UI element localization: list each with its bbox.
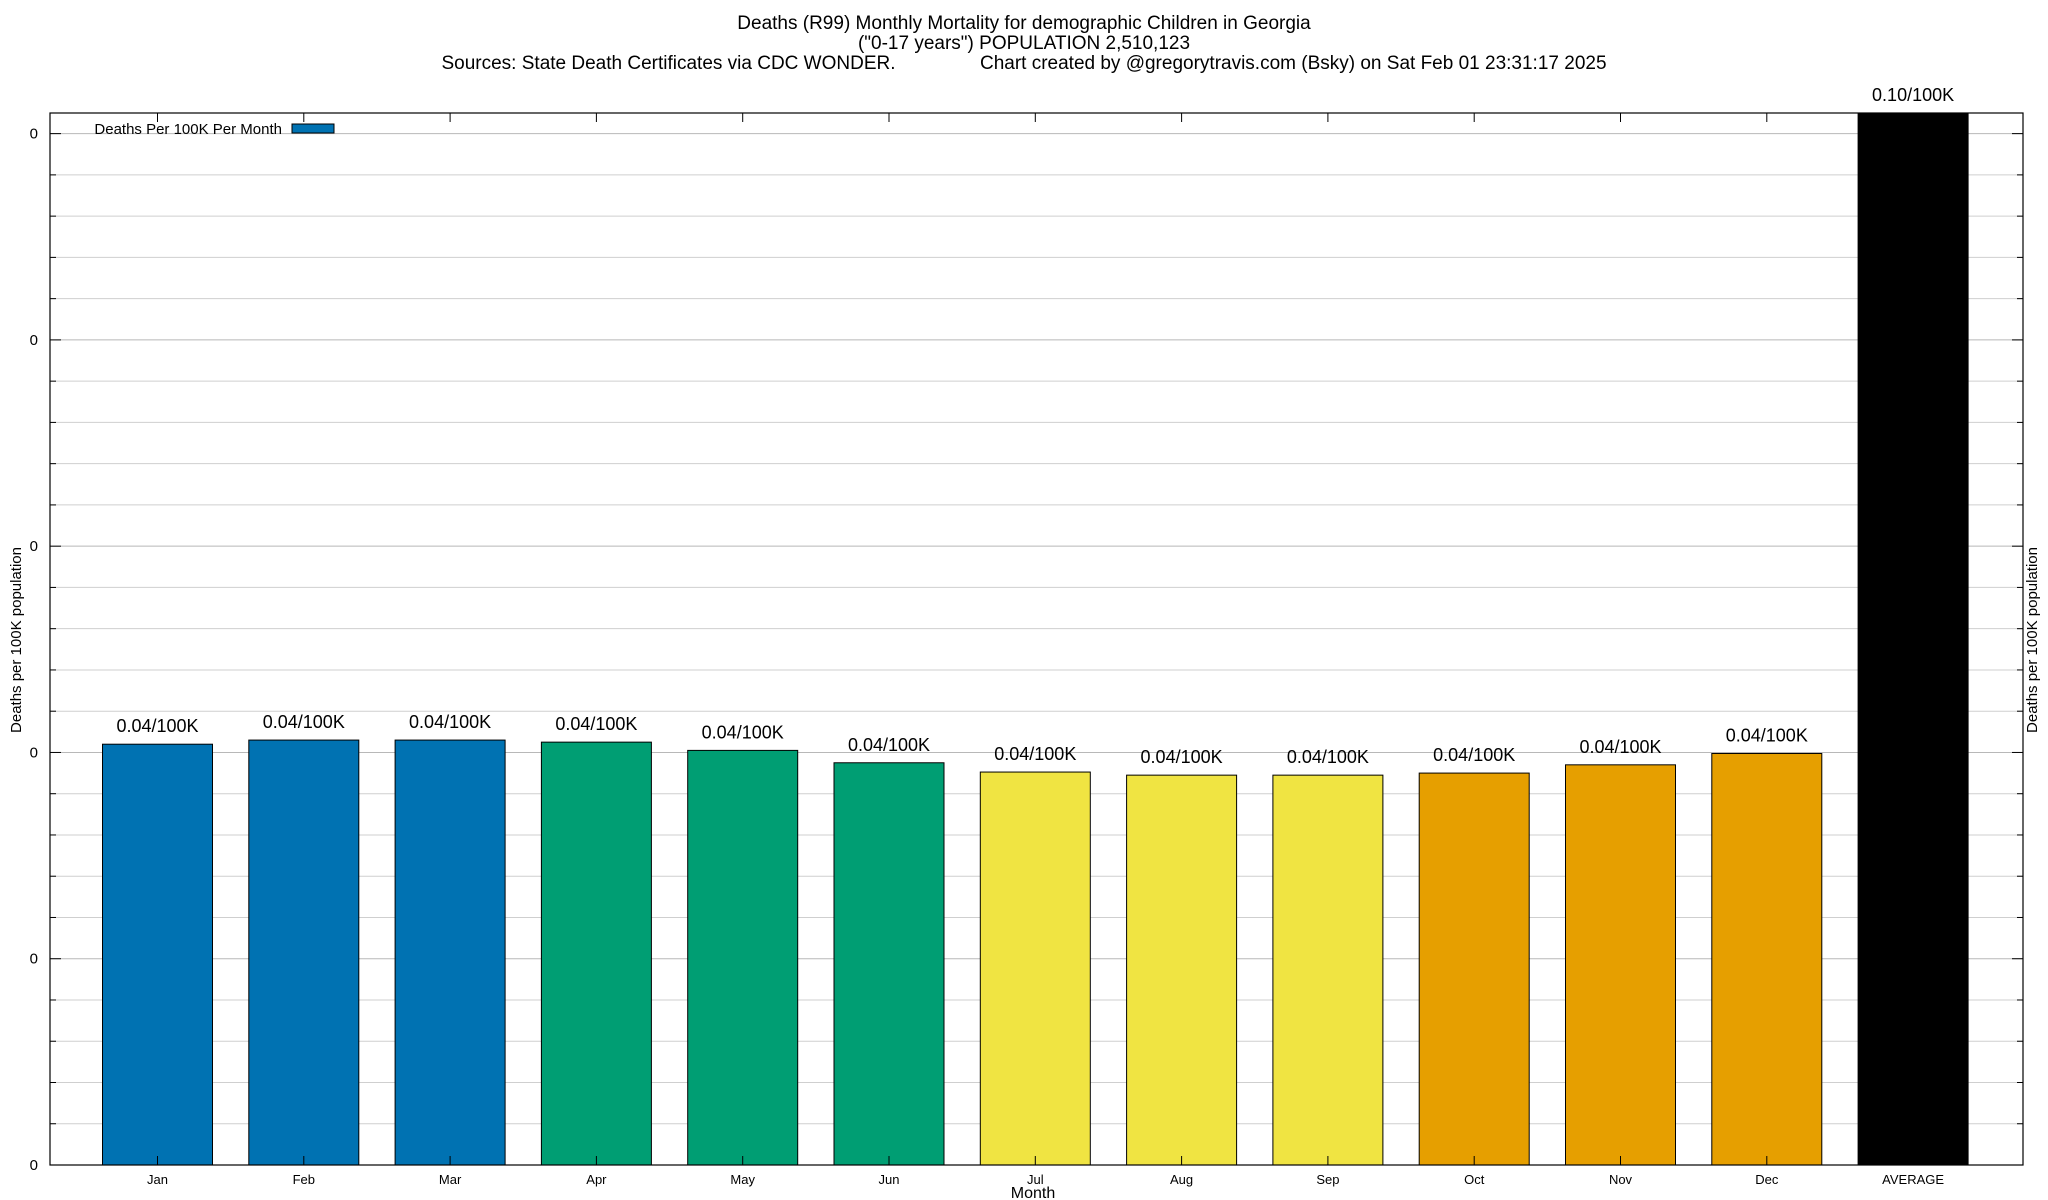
legend-label: Deaths Per 100K Per Month — [94, 121, 282, 138]
data-label: 0.04/100K — [1287, 747, 1369, 767]
data-label: 0.04/100K — [848, 735, 930, 755]
data-label: 0.04/100K — [702, 722, 784, 742]
bar-jul — [979, 771, 1091, 1166]
data-label: 0.04/100K — [1141, 747, 1223, 767]
data-label: 0.04/100K — [1579, 737, 1661, 757]
x-tick-label: May — [730, 1172, 755, 1187]
data-label: 0.04/100K — [409, 712, 491, 732]
x-tick-label: Apr — [586, 1172, 607, 1187]
x-tick-label: Dec — [1755, 1172, 1779, 1187]
bar-apr — [540, 741, 652, 1166]
bar-average — [1857, 112, 1969, 1166]
bar-may — [687, 749, 799, 1166]
y-tick-label: 0 — [30, 126, 38, 143]
chart-title: Deaths (R99) Monthly Mortality for demog… — [737, 13, 1311, 34]
data-label: 0.04/100K — [555, 714, 637, 734]
bar-aug — [1126, 774, 1238, 1166]
plot-frame — [49, 112, 2024, 1166]
chart-subtitle: ("0-17 years") POPULATION 2,510,123 — [857, 33, 1191, 54]
legend-swatch — [291, 123, 335, 134]
bar-feb — [248, 739, 360, 1166]
bar-jan — [102, 743, 213, 1166]
x-tick-label: Aug — [1170, 1172, 1193, 1187]
data-label: 0.04/100K — [994, 744, 1076, 764]
x-tick-label: Sep — [1316, 1172, 1339, 1187]
x-axis-label: Month — [1011, 1185, 1055, 1200]
chart-sources: Sources: State Death Certificates via CD… — [441, 53, 1607, 74]
bar-sep — [1272, 774, 1384, 1166]
y-tick-label: 0 — [30, 538, 38, 555]
bar-oct — [1418, 772, 1530, 1166]
y-tick-label: 0 — [30, 1157, 38, 1174]
data-label: 0.10/100K — [1872, 85, 1954, 105]
data-label: 0.04/100K — [1726, 725, 1808, 745]
data-label: 0.04/100K — [263, 712, 345, 732]
bar-mar — [394, 739, 506, 1166]
y-axis-label: Deaths per 100K population — [8, 547, 25, 733]
x-tick-label: AVERAGE — [1882, 1172, 1944, 1187]
data-label: 0.04/100K — [1433, 745, 1515, 765]
x-tick-label: Jun — [879, 1172, 900, 1187]
data-label: 0.04/100K — [116, 716, 198, 736]
x-tick-label: Jan — [147, 1172, 168, 1187]
bar-dec — [1711, 752, 1823, 1166]
y-tick-label: 0 — [30, 951, 38, 968]
x-tick-label: Feb — [293, 1172, 315, 1187]
chart-title-block: Deaths (R99) Monthly Mortality for demog… — [0, 14, 2048, 74]
x-tick-label: Jul — [1027, 1172, 1044, 1187]
value-labels: 0.04/100K 0.04/100K 0.04/100K 0.04/100K 0.04… — [116, 85, 1954, 767]
bars — [102, 112, 1969, 1166]
legend: Deaths Per 100K Per Month — [94, 121, 335, 138]
y-axis-label-right: Deaths per 100K population — [2024, 547, 2041, 733]
x-tick-label: Mar — [439, 1172, 462, 1187]
y-tick-label: 0 — [30, 744, 38, 761]
x-tick-label: Nov — [1609, 1172, 1633, 1187]
y-tick-label: 0 — [30, 332, 38, 349]
bar-jun — [833, 762, 945, 1166]
bar-nov — [1565, 764, 1676, 1166]
x-tick-label: Oct — [1464, 1172, 1485, 1187]
axes: 0 0 0 0 0 0 Jan Feb Mar Apr May Jun Jul Aug Sep Oct Nov D… — [30, 113, 2023, 1187]
